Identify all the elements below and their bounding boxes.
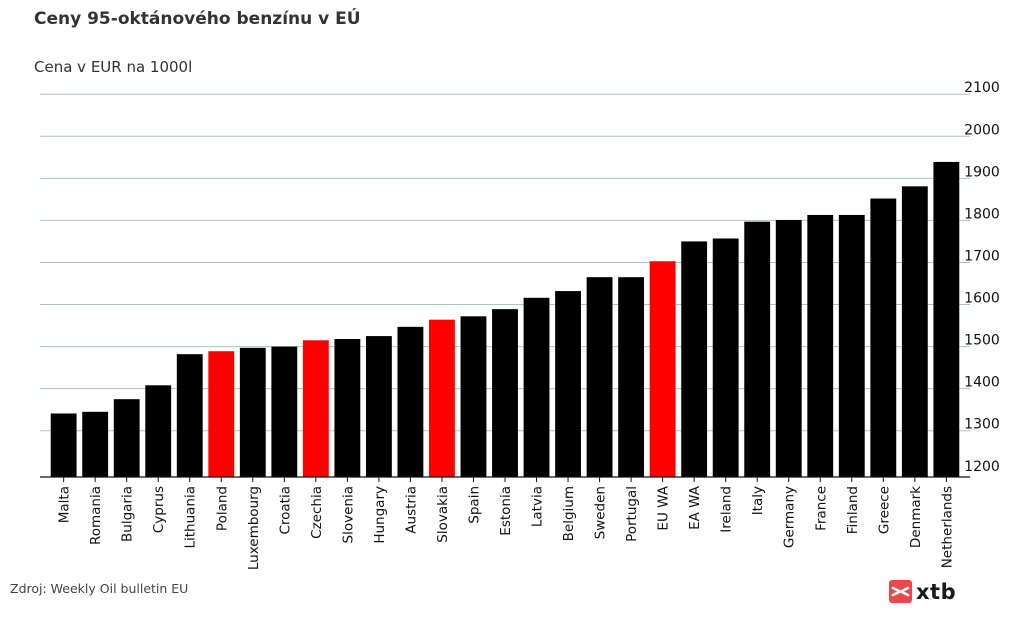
brand-logo: xtb (889, 579, 956, 604)
bar-malta (50, 413, 77, 477)
source-note: Zdroj: Weekly Oil bulletin EU (10, 581, 189, 596)
x-tick-label: Greece (876, 486, 892, 534)
x-tick-label: Estonia (498, 486, 514, 536)
x-tick-label: Finland (845, 486, 861, 534)
x-tick-label: Poland (214, 486, 230, 531)
y-tick-label: 1800 (964, 206, 1000, 222)
y-tick-label: 1400 (964, 375, 1000, 391)
y-tick-label: 2000 (964, 122, 1000, 138)
x-tick-label: Lithuania (183, 486, 199, 549)
x-tick-label: Romania (88, 486, 104, 545)
bar-lithuania (176, 354, 203, 477)
bar-sweden (586, 277, 613, 477)
bar-cyprus (145, 385, 172, 477)
bar-austria (397, 326, 424, 477)
bar-estonia (492, 309, 518, 477)
bar-poland (208, 351, 235, 477)
x-tick-label: Italy (750, 486, 766, 515)
bar-slovakia (429, 319, 455, 477)
bar-ireland (712, 238, 739, 477)
x-tick-label: Croatia (277, 486, 293, 535)
x-tick-label: Luxembourg (246, 486, 262, 570)
x-tick-label: Bulgaria (120, 486, 136, 542)
bar-belgium (555, 291, 581, 477)
bar-denmark (901, 186, 928, 477)
bar-luxembourg (239, 347, 266, 477)
x-tick-label: Belgium (561, 486, 577, 541)
x-tick-label: Portugal (624, 486, 640, 542)
xtb-logo-icon (889, 580, 912, 603)
y-tick-label: 1500 (964, 333, 1000, 349)
bar-romania (82, 411, 109, 477)
x-tick-label: Slovakia (435, 486, 451, 543)
bar-hungary (365, 336, 392, 477)
x-tick-label: EU WA (656, 485, 672, 530)
bar-latvia (523, 297, 550, 477)
bar-greece (870, 198, 897, 477)
bar-czechia (302, 340, 329, 477)
bar-germany (775, 219, 802, 478)
y-tick-label: 1300 (964, 417, 1000, 433)
bar-spain (460, 316, 487, 477)
logo-text: xtb (916, 579, 957, 604)
y-tick-label: 1700 (964, 248, 1000, 264)
x-tick-label: Latvia (530, 486, 546, 527)
x-tick-label: Czechia (309, 486, 325, 539)
x-tick-label: Cyprus (151, 486, 167, 533)
bar-portugal (618, 277, 645, 477)
x-tick-label: Germany (782, 486, 798, 548)
bar-italy (744, 221, 771, 477)
x-tick-label: France (813, 486, 829, 531)
x-tick-label: Hungary (372, 486, 388, 544)
y-tick-label: 1900 (964, 164, 1000, 180)
bar-france (807, 214, 834, 477)
bar-croatia (271, 346, 298, 477)
bar-finland (838, 214, 865, 477)
bar-bulgaria (113, 399, 140, 477)
bar-ea-wa (681, 241, 708, 477)
x-tick-label: Spain (466, 486, 482, 524)
chart-title: Ceny 95-oktánového benzínu v EÚ (34, 9, 361, 29)
x-tick-label: Malta (57, 486, 73, 523)
y-tick-label: 1600 (964, 291, 1000, 307)
chart-subtitle: Cena v EUR na 1000l (34, 58, 193, 76)
x-tick-label: Slovenia (340, 486, 356, 543)
x-tick-label: Denmark (908, 486, 924, 548)
y-tick-label: 1200 (964, 459, 1000, 475)
bar-netherlands (933, 161, 960, 477)
x-tick-label: Ireland (719, 486, 735, 533)
bar-eu-wa (649, 261, 676, 477)
y-tick-label: 2100 (964, 80, 1000, 96)
x-tick-label: Austria (403, 486, 419, 534)
bar-slovenia (334, 339, 361, 477)
x-tick-label: EA WA (687, 485, 703, 530)
x-tick-label: Sweden (593, 486, 609, 539)
x-tick-label: Netherlands (939, 486, 955, 568)
